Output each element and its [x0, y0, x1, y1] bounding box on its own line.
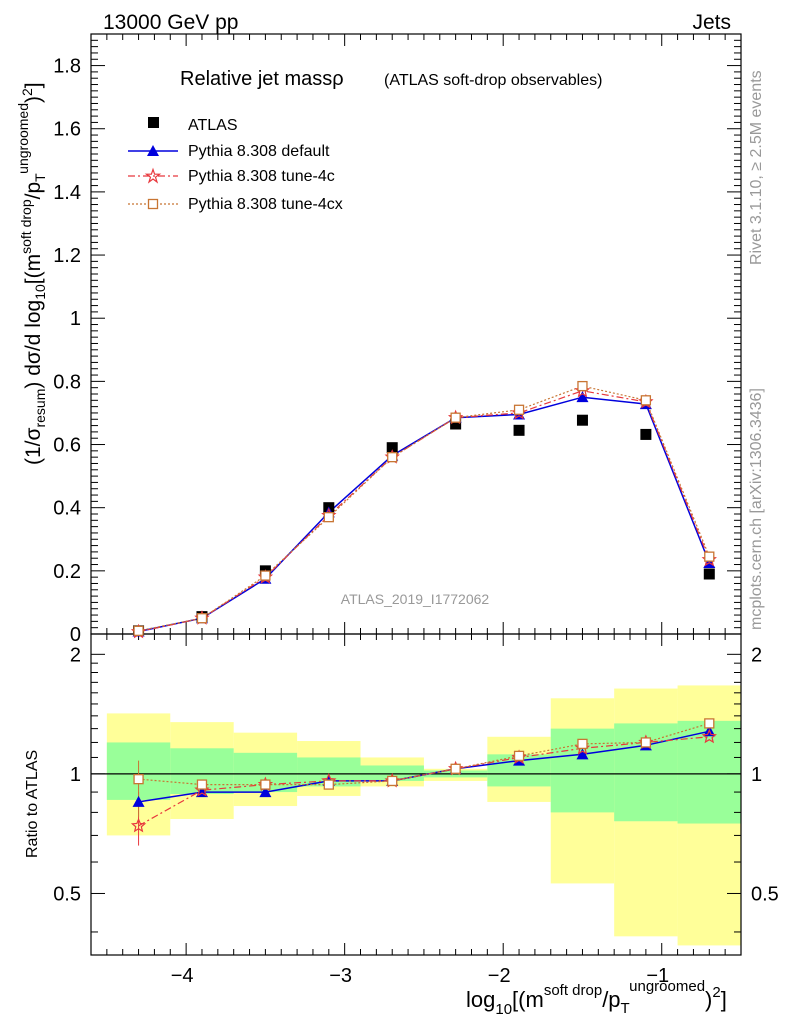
ratio-point-tune-4c: [130, 817, 147, 833]
data-point-tune-4cx: [640, 395, 652, 406]
x-tick-label: −2: [488, 965, 511, 987]
chart-elements: −4 −3 −2 −1 0 0.2 0.4 0.6 0.8 1 1.2 1.4 1.6 1.8 0.5 0.5…: [53, 33, 779, 987]
data-point-tune-4cx: [704, 551, 715, 562]
y-tick-label: 1.6: [53, 119, 81, 141]
ratio-tick-label-right: 2: [751, 644, 762, 666]
ratio-point-tune-4cx: [133, 773, 144, 785]
rivet-label: Rivet 3.1.10, ≥ 2.5M events: [748, 70, 765, 265]
ratio-line-tune-4c: [138, 736, 710, 827]
data-point-atlas: [386, 442, 398, 454]
ratio-tick-label-left: 2: [70, 644, 81, 666]
data-point-atlas: [703, 568, 715, 580]
x-tick-label: −3: [329, 965, 352, 987]
ratio-point-default: [259, 786, 272, 798]
analysis-id: ATLAS_2019_I1772062: [341, 591, 490, 607]
legend: ATLAS Pythia 8.308 default Pythia 8.308 …: [128, 117, 343, 213]
data-point-tune-4cx: [513, 404, 525, 415]
legend-label-tune-4c: Pythia 8.308 tune-4c: [188, 168, 335, 185]
ratio-point-tune-4cx: [323, 779, 334, 790]
y-tick-label: 1.8: [53, 56, 81, 78]
data-point-atlas: [513, 424, 525, 436]
data-point-tune-4cx: [450, 412, 461, 423]
ratio-tick-label-right: 0.5: [751, 883, 779, 905]
legend-marker-default: [147, 145, 159, 156]
plot-subtitle: (ATLAS soft-drop observables): [384, 72, 602, 89]
y-tick-label: 0: [70, 624, 81, 646]
y-tick-label: 1.4: [53, 182, 81, 204]
ratio-point-tune-4cx: [640, 737, 652, 748]
data-point-atlas: [576, 414, 588, 426]
data-point-tune-4cx: [133, 625, 144, 636]
y-tick-label: 0.4: [53, 498, 81, 520]
data-point-atlas: [450, 418, 462, 430]
ratio-tick-label-left: 0.5: [53, 883, 81, 905]
data-point-tune-4cx: [260, 570, 271, 581]
data-point-tune-4cx: [577, 380, 588, 392]
series-line-tune-4cx: [138, 385, 710, 632]
ratio-y-axis-title: Ratio to ATLAS: [24, 750, 41, 858]
ratio-point-tune-4cx: [387, 775, 398, 787]
legend-marker-tune-4c: [144, 167, 162, 184]
data-point-default: [576, 391, 589, 403]
mcplots-label: mcplots.cern.ch [arXiv:1306.3436]: [748, 388, 765, 630]
legend-marker-atlas: [148, 117, 159, 128]
main-y-axis-title: (1/σresum) dσ/d log10[(msoft drop/pTungr…: [15, 82, 48, 465]
data-point-tune-4cx: [323, 512, 334, 523]
y-tick-label: 0.2: [53, 561, 81, 583]
x-tick-label: −1: [646, 965, 669, 987]
y-tick-label: 1.2: [53, 245, 81, 267]
data-point-tune-4cx: [387, 452, 398, 463]
ratio-point-tune-4c: [701, 728, 717, 744]
ratio-frame: [90, 633, 742, 956]
ratio-point-tune-4cx: [577, 738, 588, 750]
ratio-point-tune-4cx: [260, 779, 271, 790]
process-label: Jets: [692, 11, 731, 34]
ratio-point-default: [132, 795, 145, 807]
ratio-tick-label-right: 1: [751, 764, 762, 786]
y-tick-label: 0.6: [53, 435, 81, 457]
ratio-point-tune-4cx: [196, 779, 208, 790]
legend-label-default: Pythia 8.308 default: [188, 143, 330, 160]
legend-label-atlas: ATLAS: [188, 117, 238, 134]
ratio-point-default: [576, 748, 589, 760]
data-point-tune-4cx: [196, 613, 208, 624]
energy-label: 13000 GeV pp: [103, 11, 238, 34]
y-tick-label: 0.8: [53, 371, 81, 393]
data-point-atlas: [640, 428, 652, 440]
ratio-point-tune-4cx: [704, 718, 715, 729]
series-line-default: [138, 396, 710, 633]
ratio-tick-label-left: 1: [70, 764, 81, 786]
plot-title: Relative jet massρ: [180, 68, 344, 90]
ratio-point-tune-4cx: [450, 763, 461, 774]
legend-marker-tune-4cx: [147, 198, 159, 210]
green-band-bin: [677, 720, 741, 824]
legend-label-tune-4cx: Pythia 8.308 tune-4cx: [188, 196, 343, 213]
ratio-point-tune-4cx: [513, 750, 525, 762]
y-tick-label: 1: [70, 308, 81, 330]
x-tick-label: −4: [171, 965, 194, 987]
